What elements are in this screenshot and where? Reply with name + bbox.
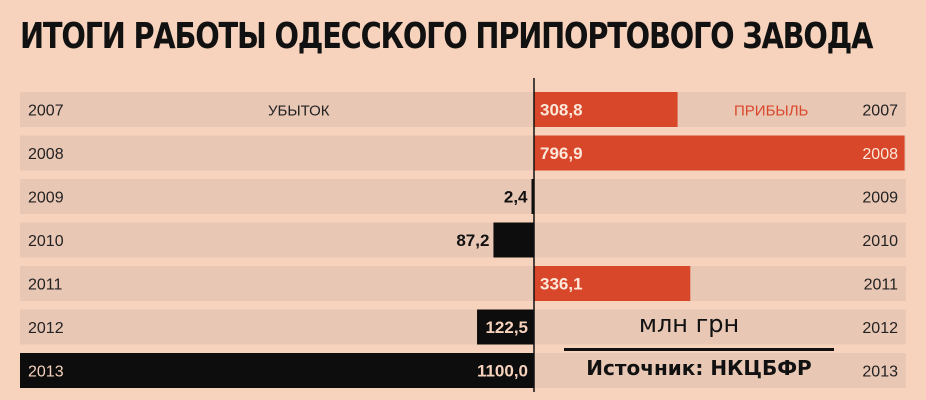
row-band-2009 bbox=[20, 179, 906, 214]
bar-profit-2008 bbox=[534, 135, 905, 171]
year-label-left-2007: 2007 bbox=[28, 103, 64, 120]
value-label-2012: 122,5 bbox=[485, 318, 528, 337]
year-label-right-2007: 2007 bbox=[862, 103, 898, 120]
unit-label: млн грн bbox=[638, 310, 740, 338]
year-label-right-2011: 2011 bbox=[864, 277, 899, 294]
value-label-2007: 308,8 bbox=[540, 101, 583, 120]
bars bbox=[20, 92, 905, 388]
row-band-2010 bbox=[20, 222, 906, 258]
row-band-2011 bbox=[20, 266, 906, 301]
value-label-2011: 336,1 bbox=[540, 275, 583, 294]
year-label-right-2013: 2013 bbox=[862, 364, 898, 381]
bar-loss-2009 bbox=[531, 179, 534, 214]
value-label-2013: 1100,0 bbox=[477, 362, 528, 381]
year-label-left-2011: 2011 bbox=[28, 277, 63, 294]
year-label-right-2008: 2008 bbox=[862, 146, 898, 163]
year-label-left-2010: 2010 bbox=[28, 233, 64, 250]
legend-loss: УБЫТОК bbox=[268, 103, 330, 120]
legend-profit: ПРИБЫЛЬ bbox=[734, 103, 809, 120]
value-label-2008: 796,9 bbox=[540, 144, 583, 163]
bar-loss-2013 bbox=[20, 353, 534, 388]
value-label-2010: 87,2 bbox=[456, 231, 489, 250]
value-label-2009: 2,4 bbox=[504, 188, 528, 207]
row-band-right-2013 bbox=[534, 353, 906, 388]
labels: 308,8 2007 2007 796,9 2008 2008 2,4 2009 2009 87,… bbox=[28, 101, 898, 381]
year-label-right-2012: 2012 bbox=[862, 320, 898, 337]
year-label-right-2009: 2009 bbox=[862, 190, 898, 207]
bar-loss-2010 bbox=[493, 222, 534, 258]
source-divider bbox=[564, 348, 834, 351]
year-label-left-2008: 2008 bbox=[28, 146, 64, 163]
year-label-left-2009: 2009 bbox=[28, 190, 64, 207]
row-band-2007 bbox=[20, 92, 906, 127]
bar-loss-2012 bbox=[477, 309, 534, 345]
source-note: Источник: НКЦБФР bbox=[586, 356, 812, 380]
year-label-right-2010: 2010 bbox=[862, 233, 898, 250]
bar-profit-2011 bbox=[534, 266, 691, 301]
bar-profit-2007 bbox=[534, 92, 678, 127]
chart-title: ИТОГИ РАБОТЫ ОДЕССКОГО ПРИПОРТОВОГО ЗАВО… bbox=[20, 16, 873, 57]
year-label-left-2013: 2013 bbox=[28, 364, 64, 381]
row-band-2012 bbox=[20, 309, 906, 345]
year-label-left-2012: 2012 bbox=[28, 320, 64, 337]
